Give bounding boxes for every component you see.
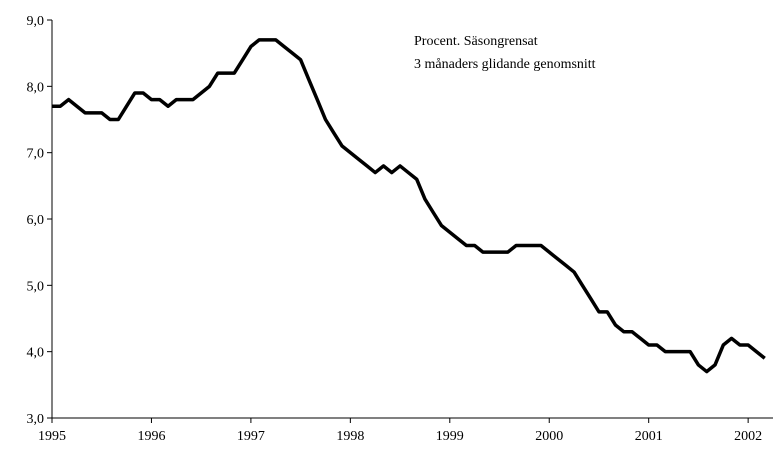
y-tick-label: 4,0 [27,346,45,361]
x-tick-label: 2000 [535,429,563,444]
annotation: 3 månaders glidande genomsnitt [414,57,596,72]
y-tick-label: 5,0 [27,279,45,294]
data-line [52,38,766,374]
x-tick-label: 2002 [734,429,762,444]
x-tick-label: 1999 [436,429,464,444]
x-tick-label: 2001 [635,429,663,444]
x-tick-label: 1997 [237,429,265,444]
annotation: Procent. Säsongrensat [414,34,538,49]
y-tick-label: 9,0 [27,14,45,29]
y-tick-label: 6,0 [27,213,45,228]
x-tick-label: 1996 [137,429,165,444]
x-tick-label: 1998 [336,429,364,444]
y-tick-label: 8,0 [27,80,45,95]
y-tick-label: 3,0 [27,412,45,427]
x-tick-label: 1995 [38,429,66,444]
y-tick-label: 7,0 [27,147,45,162]
